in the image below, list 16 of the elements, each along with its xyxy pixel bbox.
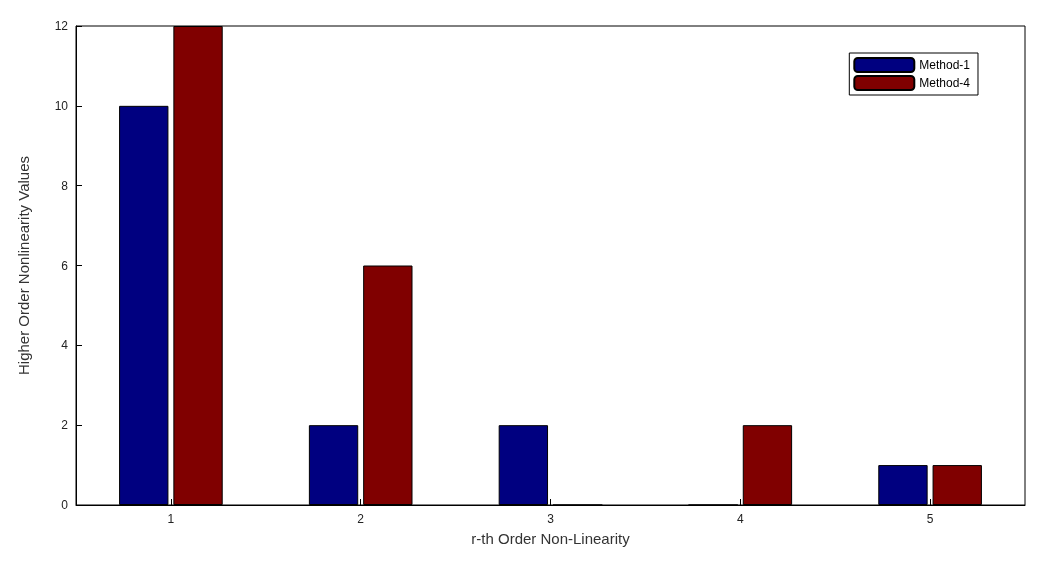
x-tick-label: 5 (926, 512, 934, 526)
x-tick-label: 3 (547, 512, 555, 526)
y-tick-label: 10 (54, 98, 69, 113)
x-tick-label: 4 (736, 512, 744, 526)
x-axis-title: r-th Order Non-Linearity (471, 530, 631, 547)
y-tick-label: 4 (61, 338, 69, 353)
y-tick-label: 0 (61, 498, 69, 512)
y-tick-label: 6 (61, 258, 69, 273)
y-axis-title: Higher Order Nonlinearity Values (15, 156, 32, 375)
y-tick-label: 2 (61, 418, 69, 433)
legend-label: Method-1 (919, 58, 971, 72)
x-tick-label: 1 (167, 512, 175, 526)
y-tick-label: 8 (61, 178, 69, 193)
y-tick-label: 12 (54, 19, 69, 33)
x-tick-label: 2 (357, 512, 365, 526)
legend-label: Method-4 (919, 76, 971, 90)
